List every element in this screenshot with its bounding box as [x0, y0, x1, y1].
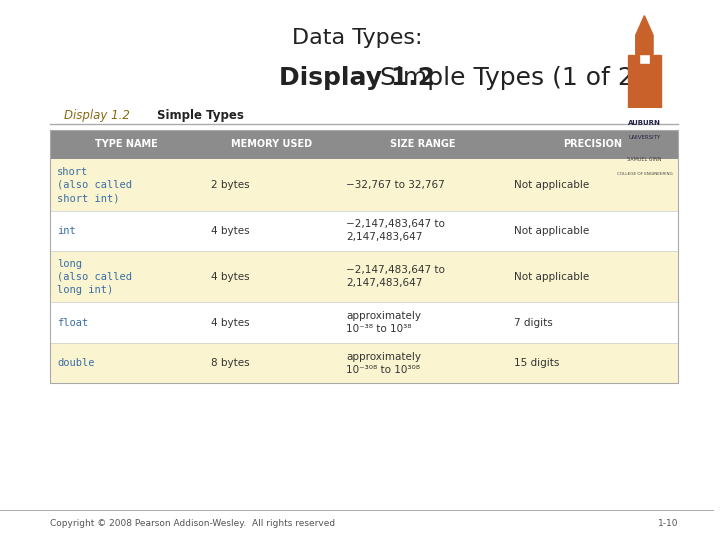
FancyBboxPatch shape: [50, 251, 678, 302]
Text: Data Types:: Data Types:: [292, 28, 422, 48]
Text: Not applicable: Not applicable: [514, 226, 589, 236]
Text: Copyright © 2008 Pearson Addison-Wesley.  All rights reserved: Copyright © 2008 Pearson Addison-Wesley.…: [50, 519, 335, 528]
Text: TYPE NAME: TYPE NAME: [95, 139, 158, 150]
Text: −2,147,483,647 to
2,147,483,647: −2,147,483,647 to 2,147,483,647: [346, 219, 445, 242]
Text: Simple Types: Simple Types: [157, 109, 244, 122]
Text: MEMORY USED: MEMORY USED: [230, 139, 312, 150]
FancyBboxPatch shape: [50, 302, 678, 343]
Text: 15 digits: 15 digits: [514, 358, 559, 368]
Text: 7 digits: 7 digits: [514, 318, 553, 328]
Text: long
(also called
long int): long (also called long int): [57, 259, 132, 295]
FancyBboxPatch shape: [50, 130, 678, 159]
Text: approximately
10⁻³⁰⁸ to 10³⁰⁸: approximately 10⁻³⁰⁸ to 10³⁰⁸: [346, 352, 421, 375]
Text: UNIVERSITY: UNIVERSITY: [629, 135, 660, 140]
Text: Not applicable: Not applicable: [514, 272, 589, 282]
Text: AUBURN: AUBURN: [628, 120, 661, 126]
FancyBboxPatch shape: [50, 211, 678, 251]
Text: 2 bytes: 2 bytes: [210, 180, 249, 190]
Polygon shape: [636, 16, 653, 55]
Polygon shape: [628, 55, 661, 108]
Text: Simple Types (1 of 2): Simple Types (1 of 2): [364, 66, 644, 90]
Text: −2,147,483,647 to
2,147,483,647: −2,147,483,647 to 2,147,483,647: [346, 265, 445, 288]
Text: int: int: [57, 226, 76, 236]
Text: 4 bytes: 4 bytes: [210, 226, 249, 236]
Text: SIZE RANGE: SIZE RANGE: [390, 139, 456, 150]
Text: Display 1.2: Display 1.2: [64, 109, 130, 122]
Text: 8 bytes: 8 bytes: [210, 358, 249, 368]
Text: Display 1.2: Display 1.2: [279, 66, 435, 90]
Text: 4 bytes: 4 bytes: [210, 318, 249, 328]
Text: SAMUEL GINN: SAMUEL GINN: [627, 157, 662, 161]
Text: float: float: [57, 318, 89, 328]
Text: COLLEGE OF ENGINEERING: COLLEGE OF ENGINEERING: [616, 172, 672, 176]
FancyBboxPatch shape: [50, 159, 678, 211]
Text: 1-10: 1-10: [657, 519, 678, 528]
Text: 4 bytes: 4 bytes: [210, 272, 249, 282]
Text: approximately
10⁻³⁸ to 10³⁸: approximately 10⁻³⁸ to 10³⁸: [346, 311, 421, 334]
Text: short
(also called
short int): short (also called short int): [57, 167, 132, 203]
Text: −32,767 to 32,767: −32,767 to 32,767: [346, 180, 445, 190]
Text: double: double: [57, 358, 94, 368]
Text: Not applicable: Not applicable: [514, 180, 589, 190]
Text: PRECISION: PRECISION: [563, 139, 622, 150]
FancyBboxPatch shape: [50, 343, 678, 383]
